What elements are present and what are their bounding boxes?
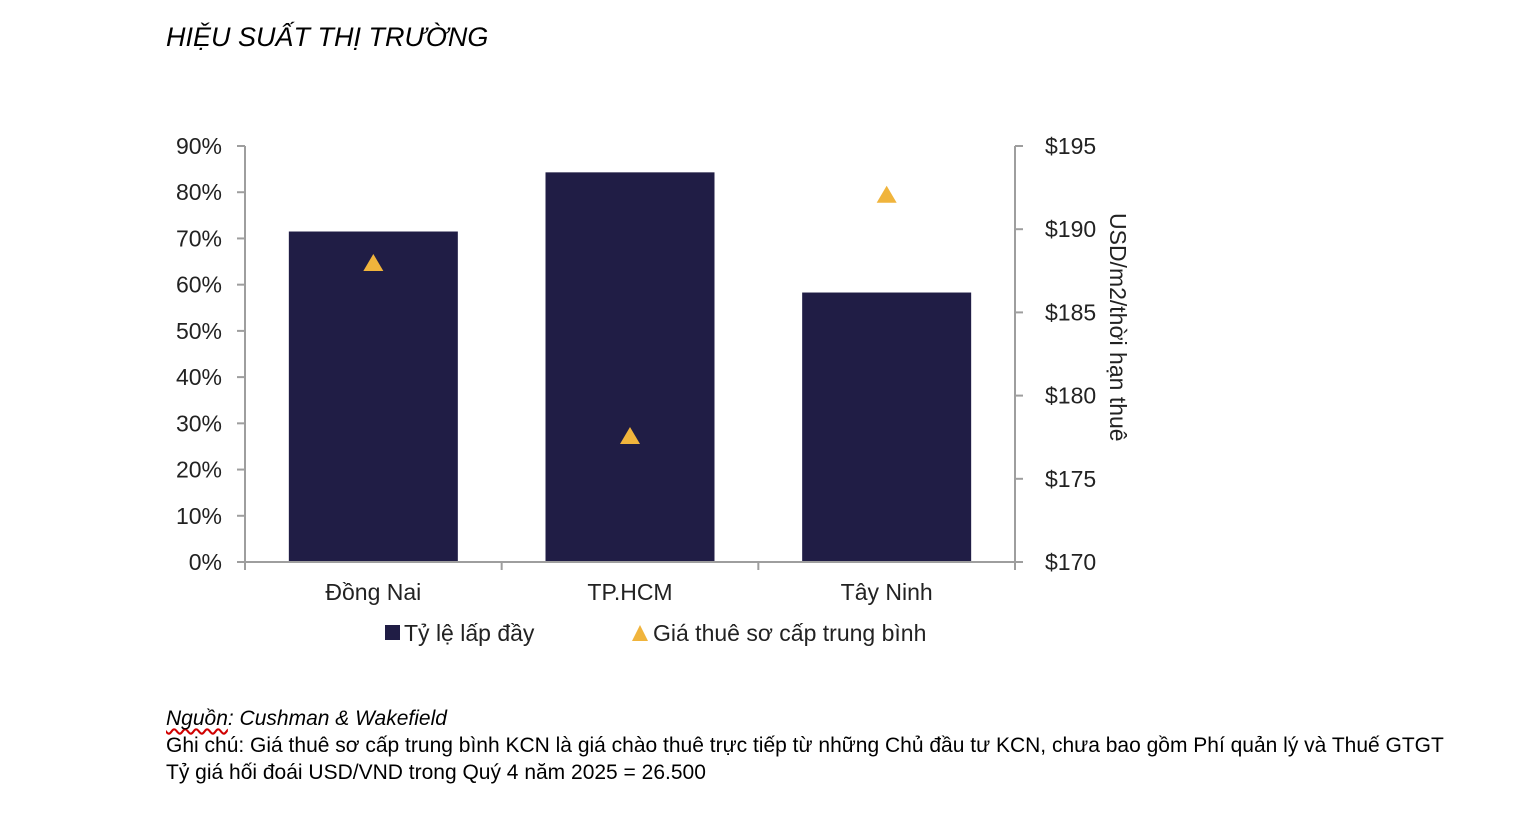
bar (545, 172, 715, 562)
source-label: Nguồn (166, 707, 228, 730)
left-tick-label: 80% (176, 179, 222, 205)
x-tick-label: Tây Ninh (841, 579, 933, 605)
x-tick-label: TP.HCM (587, 579, 672, 605)
marker-point (620, 427, 640, 445)
notes: Nguồn: Cushman & Wakefield Ghi chú: Giá … (166, 705, 1486, 786)
source-line: Nguồn: Cushman & Wakefield (166, 705, 1486, 732)
left-tick-label: 60% (176, 272, 222, 298)
left-tick-label: 10% (176, 503, 222, 529)
page-title: HIỆU SUẤT THỊ TRƯỜNG (166, 22, 489, 52)
right-axis: $170 $175 $180 $185 $190 $195 (1014, 133, 1096, 575)
source-value: : Cushman & Wakefield (227, 707, 447, 730)
legend: Tỷ lệ lấp đầy Giá thuê sơ cấp trung bình (385, 620, 926, 646)
marker-point (876, 185, 897, 203)
left-tick-label: 70% (176, 225, 222, 251)
left-tick-label: 0% (189, 549, 222, 575)
bar (802, 292, 972, 562)
x-tick-label: Đồng Nai (325, 579, 421, 605)
left-axis: 0% 10% 20% 30% 40% 50% 60% 70% 80% 90% (176, 133, 246, 575)
marker-point (363, 253, 384, 271)
legend-swatch-bar (385, 625, 400, 640)
legend-label-rent: Giá thuê sơ cấp trung bình (653, 620, 926, 646)
left-tick-label: 90% (176, 133, 222, 159)
right-tick-label: $180 (1045, 383, 1096, 409)
right-tick-label: $175 (1045, 466, 1096, 492)
bar (288, 231, 458, 562)
x-axis: Đồng Nai TP.HCM Tây Ninh (244, 561, 1016, 605)
legend-label-occupancy: Tỷ lệ lấp đầy (404, 620, 535, 646)
bar-series (288, 172, 972, 562)
marker-series (363, 185, 897, 445)
legend-swatch-triangle (632, 625, 648, 641)
combo-chart: 0%10%20%30%40%50%60%70%80%90% $170$175$1… (176, 133, 1131, 646)
left-tick-label: 50% (176, 318, 222, 344)
right-tick-label: $190 (1045, 216, 1096, 242)
left-tick-label: 20% (176, 457, 222, 483)
exchange-rate-text: Tỷ giá hối đoái USD/VND trong Quý 4 năm … (166, 761, 706, 784)
note-text: Ghi chú: Giá thuê sơ cấp trung bình KCN … (166, 734, 1444, 757)
right-tick-label: $195 (1045, 133, 1096, 159)
right-tick-label: $170 (1045, 549, 1096, 575)
right-tick-label: $185 (1045, 299, 1096, 325)
left-tick-label: 40% (176, 364, 222, 390)
right-axis-title: USD/m2/thời hạn thuê (1105, 213, 1131, 442)
left-tick-label: 30% (176, 410, 222, 436)
